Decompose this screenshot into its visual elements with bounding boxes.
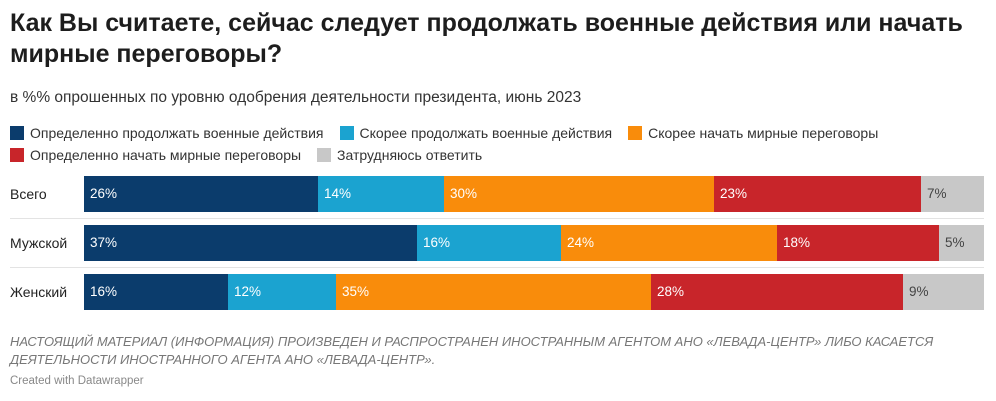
data-label: 26% <box>90 186 118 201</box>
legend-label: Затрудняюсь ответить <box>337 147 483 163</box>
legend-label: Скорее продолжать военные действия <box>359 125 613 141</box>
stacked-bar: 37% 16% 24% 18% 5% <box>84 225 984 261</box>
legend-item: Определенно начать мирные переговоры <box>10 147 301 163</box>
data-label: 16% <box>423 235 451 250</box>
legend-label: Определенно начать мирные переговоры <box>30 147 302 163</box>
bar-segment: 16% <box>417 225 561 261</box>
bar-segment: 35% <box>336 274 651 310</box>
chart-legend: Определенно продолжать военные действия С… <box>10 122 970 166</box>
legend-swatch <box>339 126 354 140</box>
legend-label: Скорее начать мирные переговоры <box>648 125 879 141</box>
data-label: 35% <box>342 284 370 299</box>
bar-row: Женский 16% 12% 35% 28% 9% <box>0 274 996 310</box>
legend-swatch <box>628 126 643 140</box>
data-label: 12% <box>234 284 262 299</box>
bar-segment: 5% <box>939 225 984 261</box>
bar-segment: 30% <box>444 176 714 212</box>
bar-segment: 12% <box>228 274 336 310</box>
legend-row: Определенно начать мирные переговоры Затр… <box>10 144 970 166</box>
legend-swatch <box>10 126 24 140</box>
bar-segment: 9% <box>903 274 984 310</box>
bar-segment: 24% <box>561 225 777 261</box>
legend-item: Скорее продолжать военные действия <box>339 125 613 141</box>
data-label: 24% <box>567 235 595 250</box>
legend-item: Скорее начать мирные переговоры <box>628 125 878 141</box>
stacked-bar: 16% 12% 35% 28% 9% <box>84 274 984 310</box>
data-label: 16% <box>90 284 118 299</box>
data-label: 18% <box>783 235 811 250</box>
bar-segment: 7% <box>921 176 984 212</box>
row-separator <box>10 218 984 219</box>
data-label: 23% <box>720 186 748 201</box>
data-label: 28% <box>657 284 685 299</box>
legend-row: Определенно продолжать военные действия С… <box>10 122 970 144</box>
legend-label: Определенно продолжать военные действия <box>30 125 324 141</box>
datawrapper-credit: Created with Datawrapper <box>10 375 144 387</box>
chart-title: Как Вы считаете, сейчас следует продолжа… <box>10 9 963 68</box>
foreign-agent-note: НАСТОЯЩИЙ МАТЕРИАЛ (ИНФОРМАЦИЯ) ПРОИЗВЕД… <box>10 334 934 367</box>
bar-segment: 28% <box>651 274 903 310</box>
bar-segment: 14% <box>318 176 444 212</box>
data-label: 37% <box>90 235 118 250</box>
data-label: 30% <box>450 186 478 201</box>
legend-item: Определенно продолжать военные действия <box>10 125 324 141</box>
bar-row: Мужской 37% 16% 24% 18% 5% <box>0 225 996 261</box>
data-label: 9% <box>909 284 929 299</box>
bar-segment: 23% <box>714 176 921 212</box>
category-label: Женский <box>10 284 68 300</box>
stacked-bar: 26% 14% 30% 23% 7% <box>84 176 984 212</box>
data-label: 5% <box>945 235 965 250</box>
category-label: Всего <box>10 186 47 202</box>
category-label: Мужской <box>10 235 68 251</box>
legend-swatch <box>10 148 24 162</box>
bar-segment: 37% <box>84 225 417 261</box>
row-separator <box>10 267 984 268</box>
legend-item: Затрудняюсь ответить <box>317 147 482 163</box>
data-label: 14% <box>324 186 352 201</box>
data-label: 7% <box>927 186 947 201</box>
bar-segment: 16% <box>84 274 228 310</box>
bar-segment: 26% <box>84 176 318 212</box>
bar-segment: 18% <box>777 225 939 261</box>
bar-row: Всего 26% 14% 30% 23% 7% <box>0 176 996 212</box>
legend-swatch <box>317 148 332 162</box>
chart-subtitle: в %% опрошенных по уровню одобрения деят… <box>10 89 582 106</box>
